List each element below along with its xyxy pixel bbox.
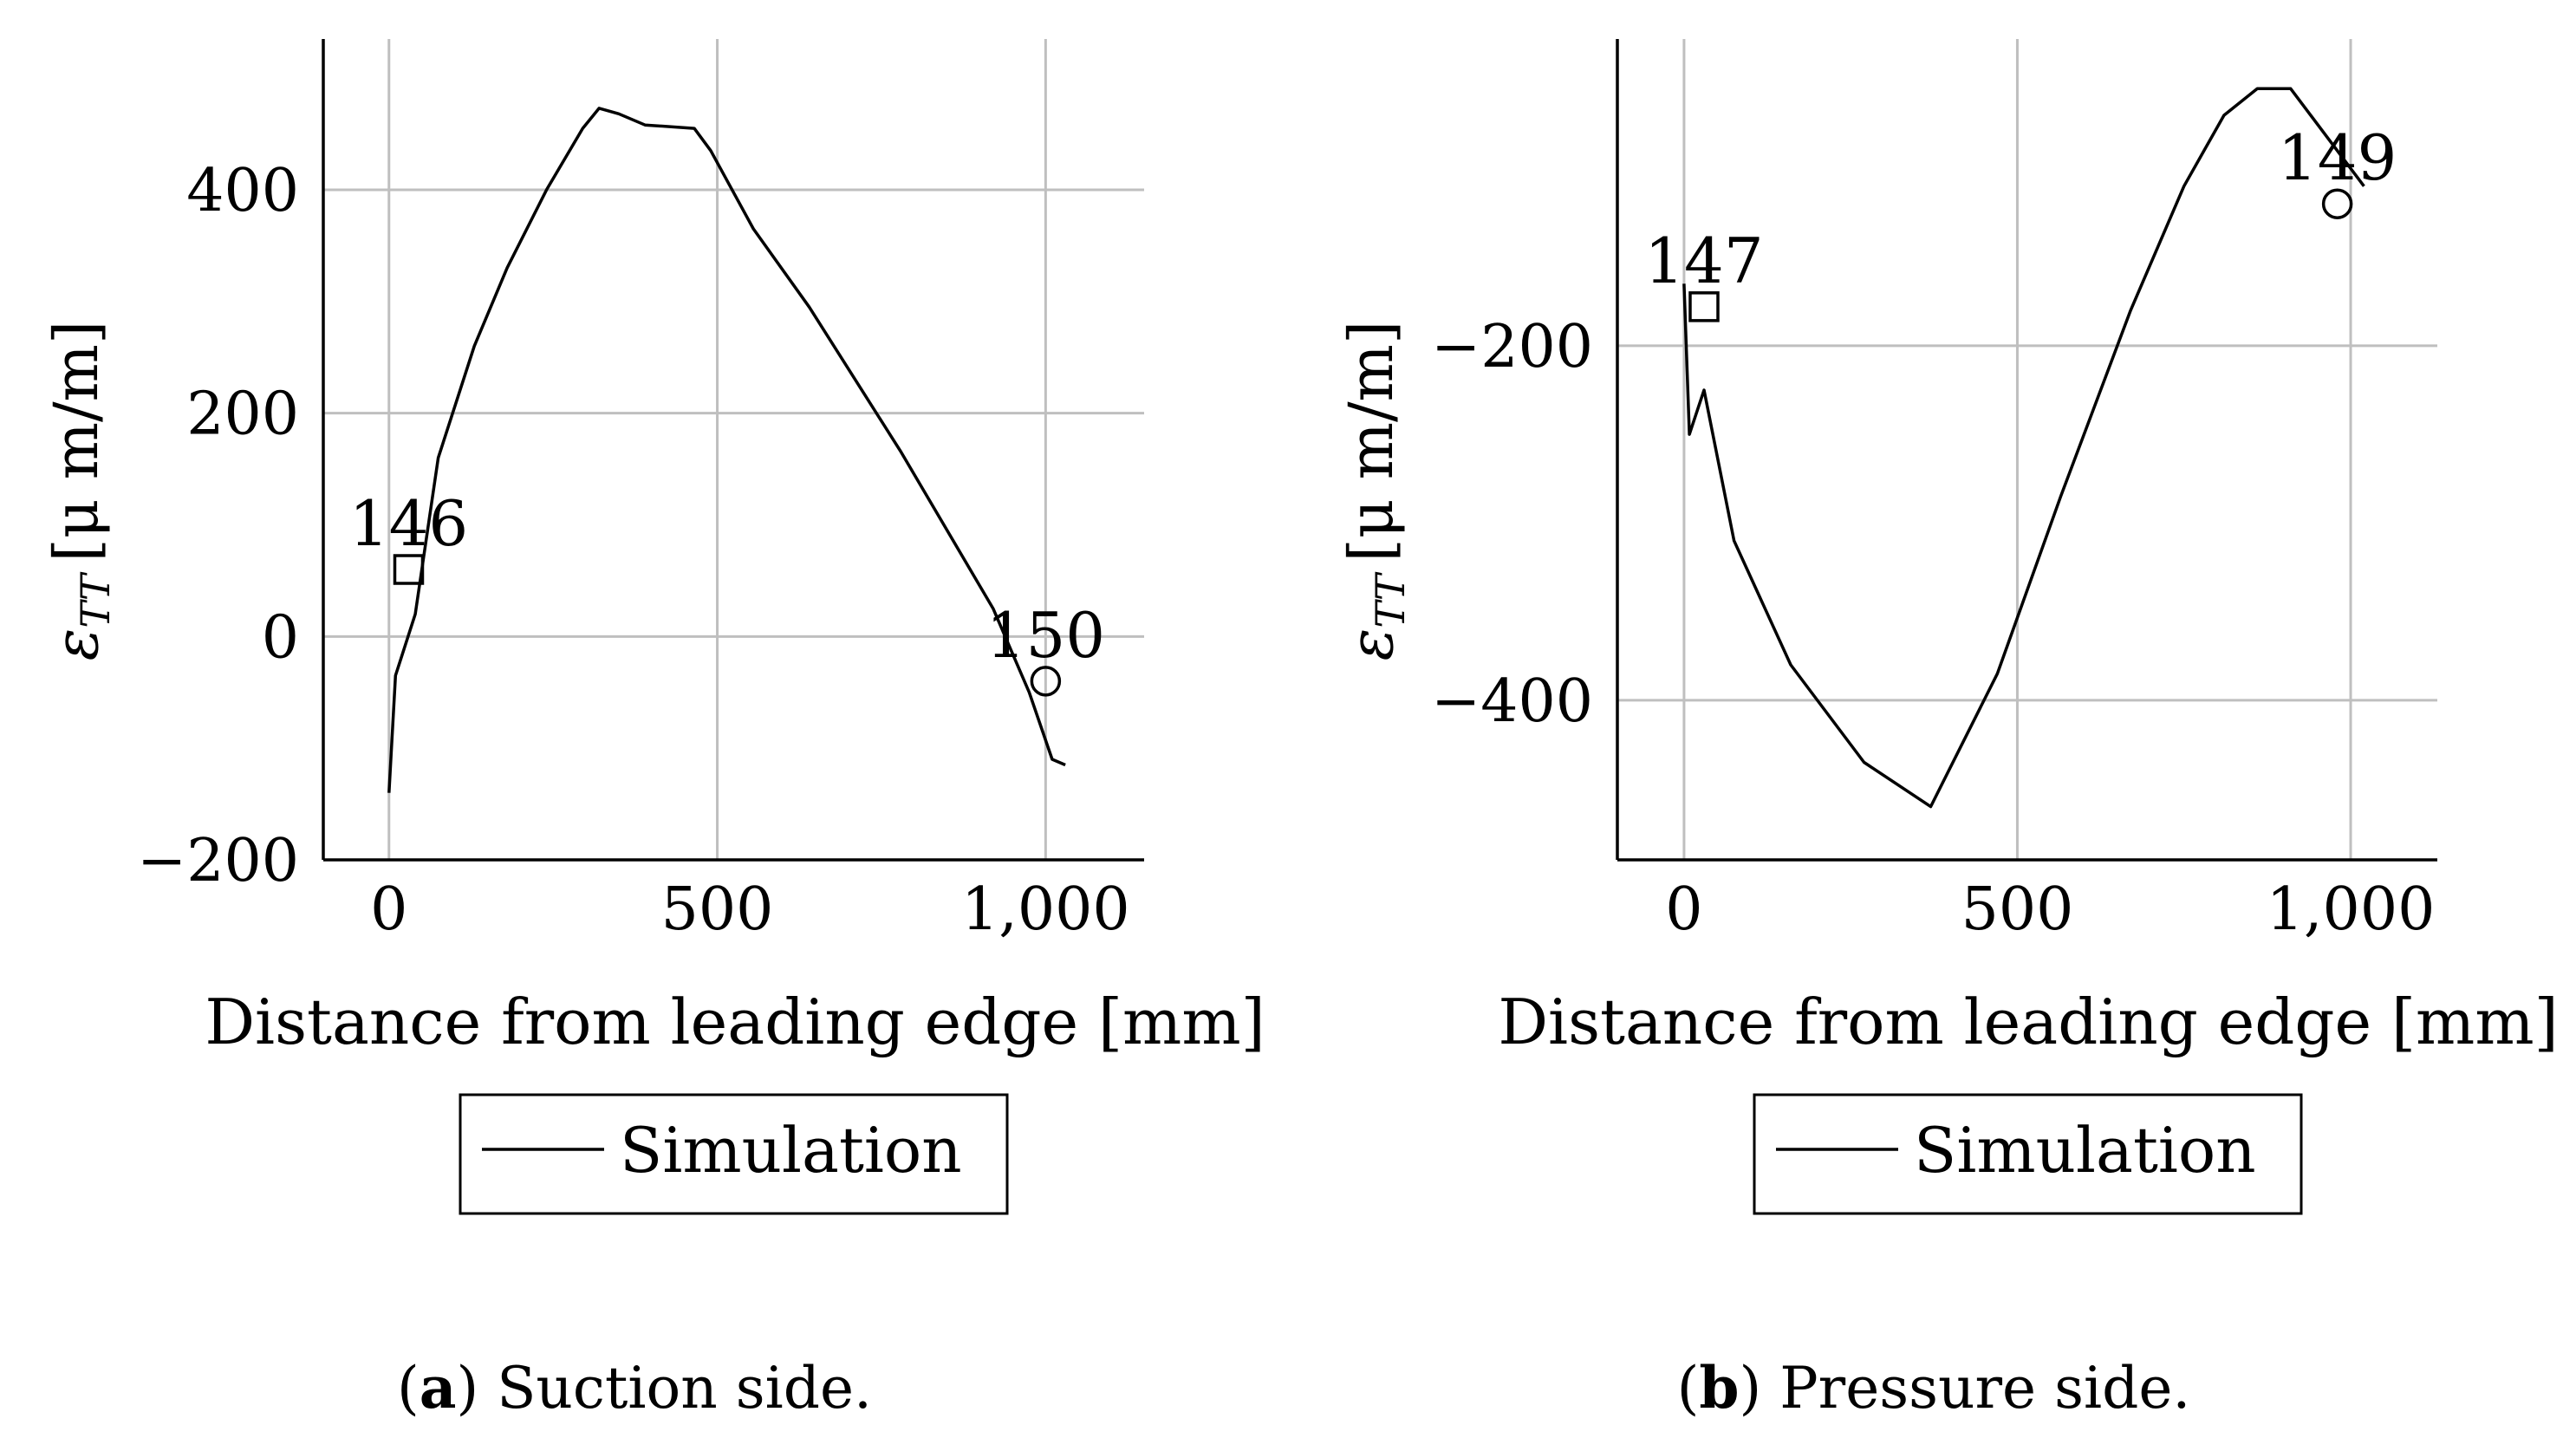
- y-tick-label: −200: [1431, 313, 1593, 381]
- chart-pressure-side: −400 −200 0 500 1,000 147 149 εTT[μ m/m] Dis…: [1336, 39, 2559, 1422]
- marker-label-149: 149: [2278, 121, 2397, 194]
- caption-a: (a) Suction side.: [397, 1354, 872, 1422]
- marker-label-146: 146: [349, 487, 468, 560]
- x-tick-label: 0: [1665, 875, 1702, 944]
- grid-b: [1617, 39, 2437, 860]
- legend-entry-simulation-a: Simulation: [620, 1114, 962, 1187]
- axes-b: [1616, 39, 2437, 862]
- x-tick-label: 1,000: [961, 875, 1130, 944]
- x-axis-label-a: Distance from leading edge [mm]: [205, 986, 1265, 1058]
- legend-entry-simulation-b: Simulation: [1914, 1114, 2256, 1187]
- y-tick-label: 400: [186, 157, 299, 225]
- x-tick-label: 500: [661, 875, 774, 944]
- x-tick-label: 500: [1961, 875, 2074, 944]
- legend-box-b: [1753, 1093, 2303, 1215]
- markers-a: 146 150: [349, 487, 1105, 697]
- caption-b: (b) Pressure side.: [1677, 1354, 2191, 1422]
- marker-circle-149: [2321, 188, 2353, 219]
- series-a: [387, 107, 1066, 793]
- y-tick-label: 200: [186, 381, 299, 449]
- legend-a: Simulation: [459, 1093, 1009, 1215]
- markers-b: 147 149: [1644, 121, 2397, 322]
- x-tick-labels-b: 0 500 1,000: [1665, 875, 2435, 944]
- y-tick-label: −200: [137, 827, 299, 895]
- marker-circle-150: [1030, 666, 1062, 697]
- series-line-simulation-b: [1682, 87, 2365, 809]
- y-tick-labels-b: −400 −200: [1431, 313, 1593, 736]
- marker-square-147: [1688, 291, 1720, 322]
- series-line-simulation-a: [387, 107, 1066, 793]
- x-axis-label-b: Distance from leading edge [mm]: [1498, 986, 2558, 1058]
- y-tick-labels-a: −200 0 200 400: [137, 157, 299, 895]
- x-tick-label: 1,000: [2267, 875, 2436, 944]
- x-tick-label: 0: [370, 875, 407, 944]
- axes-a: [322, 39, 1144, 862]
- y-tick-label: −400: [1431, 667, 1593, 736]
- series-b: [1682, 87, 2365, 809]
- x-tick-labels-a: 0 500 1,000: [370, 875, 1130, 944]
- y-axis-label-b: εTT[μ m/m]: [1336, 321, 1414, 661]
- marker-square-146: [393, 554, 425, 585]
- marker-label-150: 150: [986, 599, 1105, 672]
- y-tick-label: 0: [262, 603, 299, 672]
- legend-box-a: [459, 1093, 1009, 1215]
- legend-b: Simulation: [1753, 1093, 2303, 1215]
- marker-label-147: 147: [1644, 224, 1763, 297]
- y-axis-label-a: εTT[μ m/m]: [41, 321, 119, 661]
- grid-a: [323, 39, 1144, 862]
